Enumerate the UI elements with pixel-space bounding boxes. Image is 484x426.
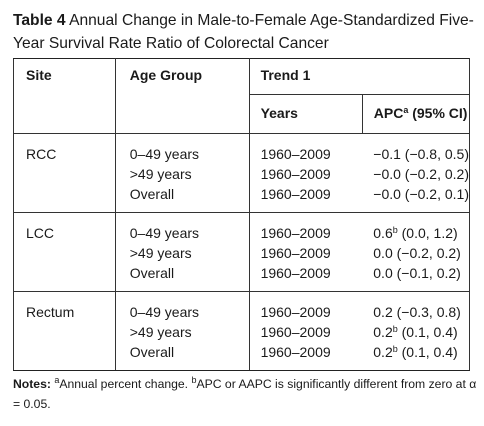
apc-ci: (−0.1, 0.2): [396, 265, 461, 281]
table-group-row: LCC 0–49 years >49 years Overall 1960–2009 19…: [13, 212, 471, 292]
apc-value: 0.2b (0.1, 0.4): [373, 322, 469, 342]
apc-estimate: 0.2: [373, 324, 393, 340]
data-table: Site Age Group Trend 1 Years APCa (95% C…: [13, 58, 471, 371]
header-years: Years: [249, 94, 363, 134]
years-cell: 1960–2009 1960–2009 1960–2009: [249, 291, 363, 371]
years-value: 1960–2009: [260, 324, 331, 340]
apc-estimate: −0.1: [373, 146, 401, 162]
footnote-b-text: APC or AAPC is significantly different f…: [13, 377, 477, 411]
header-site: Site: [13, 58, 116, 134]
years-value: 1960–2009: [260, 245, 331, 261]
apc-estimate: 0.2: [373, 304, 393, 320]
apc-ci: (−0.8, 0.5): [404, 146, 469, 162]
notes-label: Notes:: [13, 377, 51, 391]
apc-value: 0.6b (0.0, 1.2): [373, 223, 469, 243]
apc-value: −0.0 (−0.2, 0.1): [373, 184, 469, 204]
age-group-value: 0–49 years: [129, 225, 200, 241]
header-trend: Trend 1: [249, 58, 471, 95]
age-group-cell: 0–49 years >49 years Overall: [115, 291, 250, 371]
site-cell: Rectum: [13, 291, 116, 371]
table-group-row: Rectum 0–49 years >49 years Overall 1960–200…: [13, 291, 471, 371]
site-label: LCC: [26, 225, 55, 241]
years-value: 1960–2009: [260, 186, 331, 202]
significance-marker: b: [392, 344, 398, 354]
age-group-value: >49 years: [129, 245, 192, 261]
apc-cell: 0.6b (0.0, 1.2) 0.0 (−0.2, 0.2) 0.0 (−0.1,…: [362, 212, 471, 292]
age-group-cell: 0–49 years >49 years Overall: [115, 133, 250, 213]
table-title: Annual Change in Male-to-Female Age-Stan…: [13, 12, 474, 52]
years-value: 1960–2009: [260, 344, 331, 360]
apc-value: 0.2b (0.1, 0.4): [373, 342, 469, 362]
significance-marker: b: [392, 324, 398, 334]
apc-estimate: 0.2: [373, 344, 393, 360]
apc-estimate: −0.0: [373, 166, 401, 182]
age-group-value: >49 years: [129, 166, 192, 182]
age-group-value: 0–49 years: [129, 146, 200, 162]
header-row-2: Years APCa (95% CI): [14, 94, 471, 134]
age-group-value: 0–49 years: [129, 304, 200, 320]
header-apc: APCa (95% CI): [362, 94, 471, 134]
apc-ci: (−0.2, 0.2): [404, 166, 469, 182]
site-cell: RCC: [13, 133, 116, 213]
footnote-a-text: Annual percent change.: [59, 377, 192, 391]
years-value: 1960–2009: [260, 265, 331, 281]
years-value: 1960–2009: [260, 225, 331, 241]
apc-ci: (−0.2, 0.2): [396, 245, 461, 261]
years-value: 1960–2009: [260, 166, 331, 182]
significance-marker: b: [392, 225, 398, 235]
table-label: Table 4: [13, 12, 66, 29]
apc-cell: 0.2 (−0.3, 0.8) 0.2b (0.1, 0.4) 0.2b (0.1,…: [362, 291, 471, 371]
age-group-value: Overall: [129, 186, 175, 202]
apc-cell: −0.1 (−0.8, 0.5) −0.0 (−0.2, 0.2) −0.0 (−0…: [362, 133, 471, 213]
apc-ci: (0.0, 1.2): [401, 225, 458, 241]
years-value: 1960–2009: [260, 304, 331, 320]
apc-value: −0.1 (−0.8, 0.5): [373, 144, 469, 164]
site-label: Rectum: [26, 304, 75, 320]
apc-value: 0.2 (−0.3, 0.8): [373, 302, 469, 322]
header-row-1: Site Age Group Trend 1: [13, 58, 471, 134]
age-group-value: >49 years: [129, 324, 192, 340]
apc-estimate: 0.0: [373, 265, 393, 281]
apc-ci: (−0.2, 0.1): [404, 186, 469, 202]
table-caption: Table 4 Annual Change in Male-to-Female …: [13, 9, 475, 55]
apc-estimate: −0.0: [373, 186, 401, 202]
footnote-a-marker: a: [54, 375, 60, 385]
years-value: 1960–2009: [260, 146, 331, 162]
table-group-row: RCC 0–49 years >49 years Overall 1960–2009 19…: [13, 133, 471, 213]
header-age-group: Age Group: [115, 58, 250, 134]
years-cell: 1960–2009 1960–2009 1960–2009: [249, 133, 363, 213]
apc-ci: (−0.3, 0.8): [396, 304, 461, 320]
site-label: RCC: [26, 146, 57, 162]
apc-ci: (0.1, 0.4): [401, 344, 458, 360]
apc-value: 0.0 (−0.2, 0.2): [373, 243, 469, 263]
age-group-value: Overall: [129, 265, 175, 281]
site-cell: LCC: [13, 212, 116, 292]
footnote-b-marker: b: [191, 375, 197, 385]
apc-estimate: 0.0: [373, 245, 393, 261]
apc-ci: (0.1, 0.4): [401, 324, 458, 340]
table-notes: Notes: aAnnual percent change. bAPC or A…: [13, 374, 478, 414]
age-group-value: Overall: [129, 344, 175, 360]
years-cell: 1960–2009 1960–2009 1960–2009: [249, 212, 363, 292]
apc-estimate: 0.6: [373, 225, 393, 241]
age-group-cell: 0–49 years >49 years Overall: [115, 212, 250, 292]
apc-value: 0.0 (−0.1, 0.2): [373, 263, 469, 283]
apc-value: −0.0 (−0.2, 0.2): [373, 164, 469, 184]
